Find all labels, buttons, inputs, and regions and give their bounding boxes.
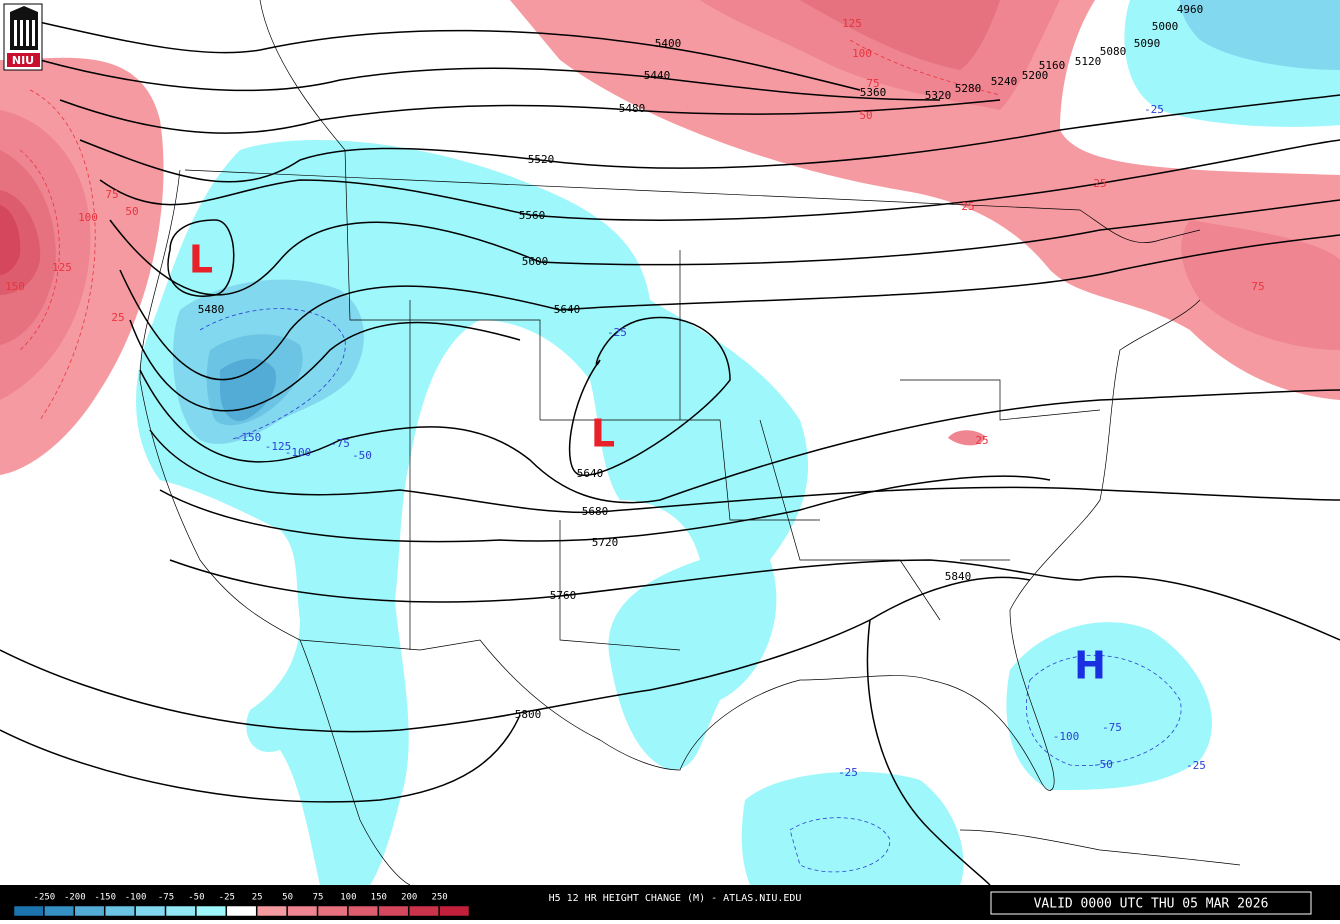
valid-box — [990, 891, 1312, 915]
legend-label: -250 — [34, 893, 56, 903]
height-contours — [0, 19, 1340, 886]
height-label: 5800 — [515, 708, 542, 721]
logo-text: NIU — [12, 54, 34, 67]
change-label: -25 — [607, 326, 627, 339]
height-label: 5640 — [577, 467, 604, 480]
height-label: 5280 — [955, 82, 982, 95]
height-label: 5090 — [1134, 37, 1161, 50]
legend-label: -150 — [94, 893, 116, 903]
height-label: 5840 — [945, 570, 972, 583]
fall-areas — [136, 0, 1340, 885]
legend-label: 25 — [252, 893, 263, 903]
change-label: 100 — [78, 211, 98, 224]
change-label: -75 — [1102, 721, 1122, 734]
legend-label: 50 — [282, 893, 293, 903]
legend-swatch — [165, 905, 196, 917]
height-label: 5000 — [1152, 20, 1179, 33]
legend-label: 150 — [371, 893, 387, 903]
height-label: 5120 — [1075, 55, 1102, 68]
rise-areas — [0, 0, 1340, 476]
height-label: 5520 — [528, 153, 555, 166]
change-label: -125 — [265, 440, 292, 453]
valid-time: VALID 0000 UTC THU 05 MAR 2026 — [1034, 897, 1269, 912]
pressure-center: L — [189, 238, 213, 282]
change-label: 25 — [975, 434, 988, 447]
legend-swatch — [287, 905, 318, 917]
change-label: 100 — [852, 47, 872, 60]
legend-label: -100 — [125, 893, 147, 903]
legend-swatch — [348, 905, 379, 917]
legend-swatch — [135, 905, 166, 917]
change-label: -100 — [1053, 730, 1080, 743]
height-label: 5360 — [860, 86, 887, 99]
legend-label: -200 — [64, 893, 86, 903]
change-label: 75 — [105, 188, 118, 201]
change-label: -75 — [330, 437, 350, 450]
legend-label: 200 — [401, 893, 417, 903]
change-label: -100 — [285, 446, 312, 459]
change-label: -25 — [1186, 759, 1206, 772]
height-label: 5480 — [198, 303, 225, 316]
change-label: -25 — [838, 766, 858, 779]
height-label: 5080 — [1100, 45, 1127, 58]
change-label: 50 — [859, 109, 872, 122]
change-label: 50 — [125, 205, 138, 218]
change-label: 25 — [961, 200, 974, 213]
map-labels: 5400 5440 5480 5520 5560 5600 5640 5480 5640 5680… — [5, 3, 1265, 779]
change-label: 25 — [111, 311, 124, 324]
pressure-center: H — [1074, 644, 1106, 688]
height-label: 5200 — [1022, 69, 1049, 82]
change-label: 75 — [866, 77, 879, 90]
height-label: 5760 — [550, 589, 577, 602]
legend-swatch — [256, 905, 287, 917]
height-label: 5640 — [554, 303, 581, 316]
change-label: 125 — [52, 261, 72, 274]
legend-swatch — [378, 905, 409, 917]
height-label: 5160 — [1039, 59, 1066, 72]
legend-swatch — [408, 905, 439, 917]
change-label: 25 — [1093, 177, 1106, 190]
height-label: 5480 — [619, 102, 646, 115]
change-label: -150 — [235, 431, 262, 444]
legend-label: 100 — [340, 893, 356, 903]
borders — [139, 0, 1241, 886]
height-label: 5320 — [925, 89, 952, 102]
change-contours — [19, 39, 1182, 873]
height-label: 5680 — [582, 505, 609, 518]
legend-swatch — [74, 905, 105, 917]
legend-label: -50 — [188, 893, 204, 903]
legend-label: -25 — [219, 893, 235, 903]
logo: NIU — [3, 3, 43, 71]
legend: -250 -200 -150 -100 -75 -50 -25 25 50 75 100 150 200… — [13, 893, 470, 917]
change-label: -50 — [1093, 758, 1113, 771]
change-label: -25 — [1144, 103, 1164, 116]
legend-swatch — [196, 905, 227, 917]
legend-swatch — [44, 905, 75, 917]
height-label: 5720 — [592, 536, 619, 549]
pressure-center: L — [591, 412, 615, 456]
legend-swatch — [104, 905, 135, 917]
height-label: 5240 — [991, 75, 1018, 88]
legend-swatch — [439, 905, 470, 917]
height-label: 4960 — [1177, 3, 1204, 16]
legend-swatch — [226, 905, 257, 917]
height-label: 5400 — [655, 37, 682, 50]
change-label: -50 — [352, 449, 372, 462]
legend-swatch — [13, 905, 44, 917]
legend-label: -75 — [158, 893, 174, 903]
change-label: 125 — [842, 17, 862, 30]
change-label: 75 — [1251, 280, 1264, 293]
legend-swatch — [317, 905, 348, 917]
legend-label: 250 — [431, 893, 447, 903]
height-label: 5560 — [519, 209, 546, 222]
height-label: 5600 — [522, 255, 549, 268]
change-label: 150 — [5, 280, 25, 293]
legend-label: 75 — [313, 893, 324, 903]
product-title: H5 12 HR HEIGHT CHANGE (M) - ATLAS.NIU.E… — [549, 893, 802, 904]
height-label: 5440 — [644, 69, 671, 82]
